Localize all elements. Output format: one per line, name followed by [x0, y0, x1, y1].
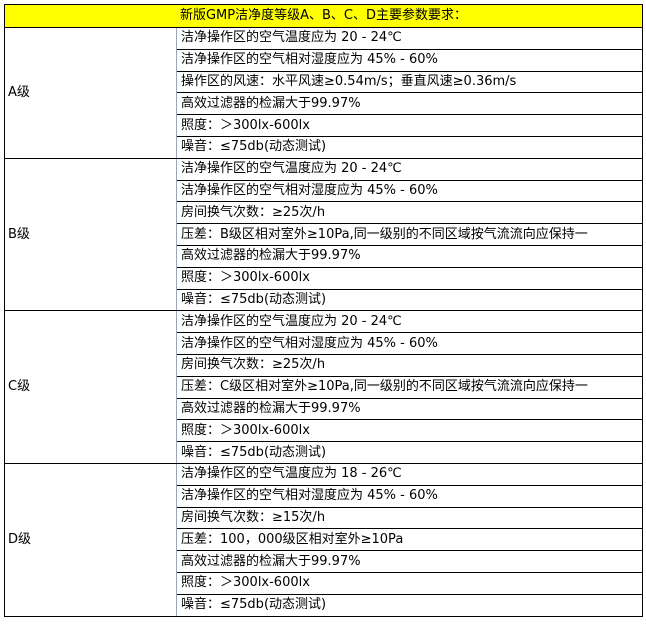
gmp-requirements-table: 新版GMP洁净度等级A、B、C、D主要参数要求： A级 洁净操作区的空气温度应为 … [4, 4, 643, 617]
requirement-cell: 洁净操作区的空气温度应为 20 - 24℃ [176, 27, 643, 50]
requirement-cell: 洁净操作区的空气温度应为 18 - 26℃ [176, 462, 643, 486]
requirement-cell: 洁净操作区的空气相对湿度应为 45% - 60% [176, 332, 643, 355]
requirement-cell: 房间换气次数：≥25次/h [176, 353, 643, 377]
table-row: 高效过滤器的检漏大于99.97% [5, 244, 643, 268]
requirement-cell: 高效过滤器的检漏大于99.97% [176, 244, 643, 268]
requirement-cell: 噪音：≤75db(动态测试) [176, 441, 643, 464]
requirement-cell: 高效过滤器的检漏大于99.97% [176, 92, 643, 116]
table-row: 洁净操作区的空气相对湿度应为 45% - 60% [5, 484, 643, 508]
table-row: C级 洁净操作区的空气温度应为 20 - 24℃ [4, 310, 643, 464]
table-row: A级 洁净操作区的空气温度应为 20 - 24℃ [4, 27, 643, 159]
grade-label: D级 [4, 462, 177, 617]
requirement-cell: 压差：100，000级区相对室外≥10Pa [176, 528, 643, 552]
requirement-cell: 操作区的风速：水平风速≥0.54m/s；垂直风速≥0.36m/s [176, 70, 643, 94]
requirement-cell: 洁净操作区的空气相对湿度应为 45% - 60% [176, 48, 643, 72]
requirement-cell: 洁净操作区的空气温度应为 20 - 24℃ [176, 310, 643, 334]
requirement-cell: 照度：＞300lx-600lx [176, 571, 643, 595]
requirement-cell: 噪音：≤75db(动态测试) [176, 288, 643, 312]
title-row: 新版GMP洁净度等级A、B、C、D主要参数要求： [4, 4, 643, 28]
table-row: 房间换气次数：≥25次/h [5, 353, 643, 377]
table-row: 高效过滤器的检漏大于99.97% [5, 92, 643, 116]
requirement-cell: 压差：B级区相对室外≥10Pa,同一级别的不同区域按气流流向应保持一 [176, 223, 643, 246]
table-row: 噪音：≤75db(动态测试) [5, 593, 643, 617]
grade-label: B级 [4, 157, 177, 312]
table-row: 压差：100，000级区相对室外≥10Pa [5, 528, 643, 552]
requirement-cell: 房间换气次数：≥25次/h [176, 201, 643, 225]
requirement-cell: 照度：＞300lx-600lx [176, 114, 643, 137]
table-row: 高效过滤器的检漏大于99.97% [5, 550, 643, 573]
table-row: 照度：＞300lx-600lx [5, 419, 643, 443]
requirement-cell: 洁净操作区的空气相对湿度应为 45% - 60% [176, 484, 643, 508]
grade-label: C级 [4, 310, 177, 464]
table-row: B级 洁净操作区的空气温度应为 20 - 24℃ [4, 157, 643, 312]
requirement-cell: 照度：＞300lx-600lx [176, 419, 643, 443]
requirement-cell: 噪音：≤75db(动态测试) [176, 135, 643, 159]
table-row: 洁净操作区的空气相对湿度应为 45% - 60% [5, 48, 643, 72]
requirement-cell: 高效过滤器的检漏大于99.97% [176, 397, 643, 421]
table-row: 噪音：≤75db(动态测试) [5, 135, 643, 159]
requirement-cell: 洁净操作区的空气温度应为 20 - 24℃ [176, 157, 643, 181]
requirement-cell: 高效过滤器的检漏大于99.97% [176, 550, 643, 573]
requirement-cell: 照度：＞300lx-600lx [176, 266, 643, 290]
requirement-cell: 房间换气次数：≥15次/h [176, 506, 643, 530]
table-row: 压差：C级区相对室外≥10Pa,同一级别的不同区域按气流流向应保持一 [5, 375, 643, 399]
table-title: 新版GMP洁净度等级A、B、C、D主要参数要求： [4, 4, 643, 28]
table-row: D级 洁净操作区的空气温度应为 18 - 26℃ [4, 462, 643, 617]
requirement-cell: 洁净操作区的空气相对湿度应为 45% - 60% [176, 179, 643, 203]
requirement-cell: 压差：C级区相对室外≥10Pa,同一级别的不同区域按气流流向应保持一 [176, 375, 643, 399]
table-row: 噪音：≤75db(动态测试) [5, 441, 643, 464]
table-row: 操作区的风速：水平风速≥0.54m/s；垂直风速≥0.36m/s [5, 70, 643, 94]
requirement-cell: 噪音：≤75db(动态测试) [176, 593, 643, 617]
grade-label: A级 [4, 27, 177, 159]
